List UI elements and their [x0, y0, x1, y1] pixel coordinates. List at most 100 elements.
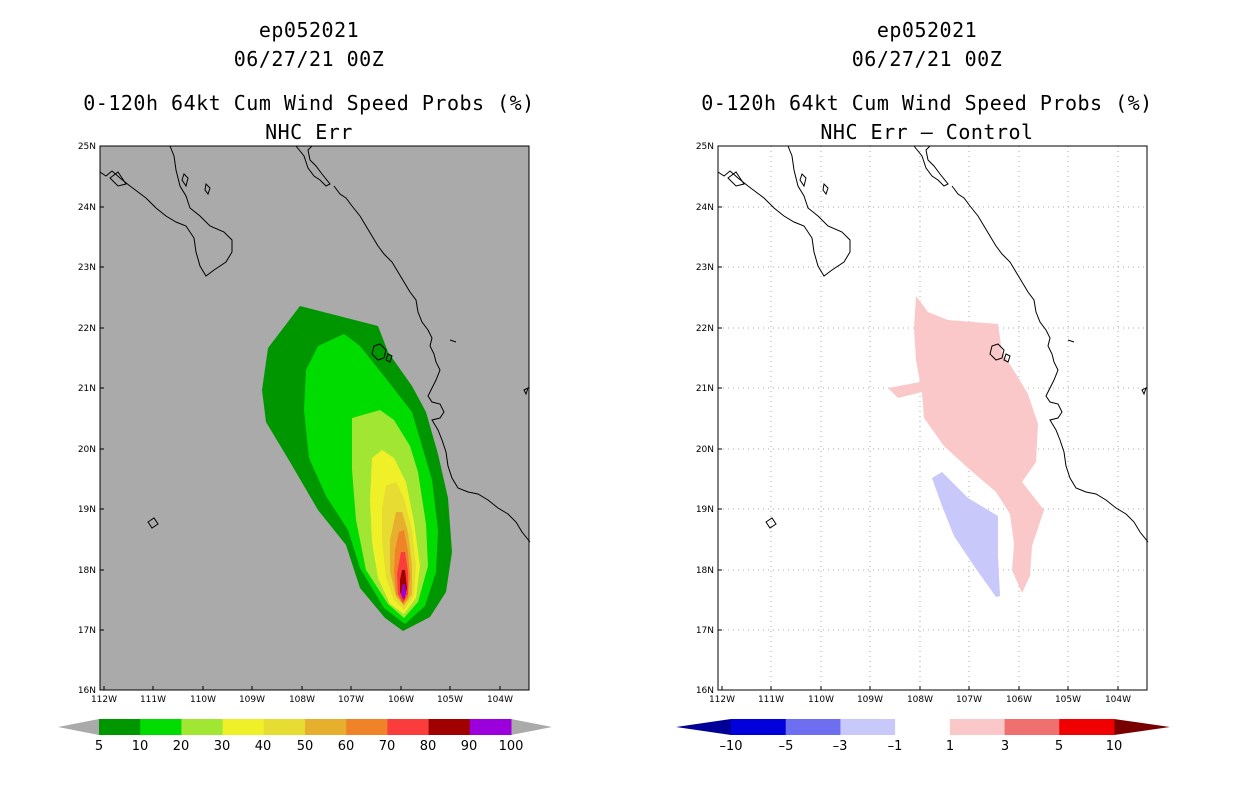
map-frame: [99, 145, 530, 691]
lat-label: 25N: [78, 142, 96, 152]
left-panel: ep052021 06/27/21 00Z 0-120h 64kt Cum Wi…: [58, 18, 552, 754]
colorbar-label: 60: [338, 739, 355, 754]
colorbar-swatch: [140, 719, 182, 735]
colorbar-high-arrow: [511, 719, 552, 735]
lat-label: 16N: [696, 686, 714, 696]
colorbar-low-arrow: [58, 719, 99, 735]
panel-subtitle: NHC Err – Control: [820, 120, 1034, 144]
lat-ticks: [718, 145, 722, 631]
lon-label: 104W: [1105, 695, 1131, 705]
colorbar-swatch: [305, 719, 347, 735]
lon-ticks: [721, 686, 1119, 690]
colorbar-right: –10 –5 –3 –1 1 3 5 10: [676, 719, 1170, 754]
colorbar-label: 1: [946, 739, 954, 754]
colorbar-label: 10: [1106, 739, 1123, 754]
storm-id-title: ep052021: [876, 18, 978, 42]
lat-label: 18N: [696, 566, 714, 576]
colorbar-label: 80: [420, 739, 437, 754]
positive-diff-region: [888, 296, 1044, 593]
lat-label: 20N: [78, 445, 96, 455]
lat-lon-grid: [718, 146, 1147, 690]
colorbar-swatches: [731, 719, 1115, 735]
lon-label: 111W: [140, 695, 166, 705]
colorbar-swatch: [99, 719, 141, 735]
lon-label: 109W: [857, 695, 883, 705]
lat-label: 17N: [78, 626, 96, 636]
lat-label: 21N: [696, 384, 714, 394]
datetime-title: 06/27/21 00Z: [233, 47, 385, 71]
colorbar-label: 3: [1001, 739, 1009, 754]
lon-label: 108W: [907, 695, 933, 705]
colorbar-swatch: [1004, 719, 1060, 735]
lon-labels: 112W 111W 110W 109W 108W 107W 106W 105W …: [709, 695, 1131, 705]
lat-label: 25N: [696, 142, 714, 152]
colorbar-swatch: [949, 719, 1006, 735]
storm-id-title: ep052021: [258, 18, 360, 42]
colorbar-label: 50: [297, 739, 314, 754]
lon-label: 106W: [1006, 695, 1032, 705]
colorbar-high-arrow: [1114, 719, 1170, 735]
lat-labels: 25N 24N 23N 22N 21N 20N 19N 18N 17N 16N: [78, 142, 96, 696]
lon-label: 109W: [239, 695, 265, 705]
colorbar-swatch: [263, 719, 306, 735]
colorbar-swatch: [840, 719, 896, 735]
lat-label: 21N: [78, 384, 96, 394]
lat-label: 24N: [78, 203, 96, 213]
lat-label: 22N: [696, 324, 714, 334]
lon-ticks: [103, 686, 501, 690]
lon-label: 110W: [190, 695, 216, 705]
colorbar-label: 100: [499, 739, 524, 754]
lat-labels: 25N 24N 23N 22N 21N 20N 19N 18N 17N 16N: [696, 142, 714, 696]
colorbar-label: 10: [132, 739, 149, 754]
lat-label: 17N: [696, 626, 714, 636]
colorbar-swatch: [222, 719, 265, 735]
lat-label: 18N: [78, 566, 96, 576]
colorbar-swatch: [895, 719, 951, 735]
colorbar-swatches: [99, 719, 512, 735]
colorbar-swatch: [469, 719, 512, 735]
colorbar-swatch: [181, 719, 224, 735]
lon-label: 106W: [388, 695, 414, 705]
prob-contour-90: [401, 584, 406, 599]
colorbar-swatch: [346, 719, 388, 735]
negative-diff-region: [932, 472, 1000, 597]
colorbar-swatch: [387, 719, 430, 735]
lon-labels: 112W 111W 110W 109W 108W 107W 106W 105W …: [91, 695, 513, 705]
colorbar-label: –5: [779, 739, 794, 754]
colorbar-label: 90: [461, 739, 478, 754]
colorbar-label: 20: [173, 739, 190, 754]
right-map: 25N 24N 23N 22N 21N 20N 19N 18N 17N 16N …: [676, 142, 1170, 754]
product-title: 0-120h 64kt Cum Wind Speed Probs (%): [701, 91, 1153, 115]
left-map: 25N 24N 23N 22N 21N 20N 19N 18N 17N 16N …: [58, 142, 552, 754]
colorbar-label: 5: [95, 739, 103, 754]
colorbar-low-arrow: [676, 719, 731, 735]
colorbar-label: 70: [379, 739, 396, 754]
lon-label: 108W: [289, 695, 315, 705]
colorbar-swatch: [1059, 719, 1115, 735]
map-frame: [717, 145, 1148, 691]
lon-label: 110W: [808, 695, 834, 705]
lat-label: 23N: [78, 263, 96, 273]
lat-label: 22N: [78, 324, 96, 334]
coastline: [99, 145, 531, 543]
colorbar-swatch: [785, 719, 841, 735]
lon-label: 107W: [956, 695, 982, 705]
lat-label: 20N: [696, 445, 714, 455]
lon-label: 105W: [1055, 695, 1081, 705]
lon-label: 112W: [709, 695, 735, 705]
colorbar-label: 40: [255, 739, 272, 754]
lat-label: 24N: [696, 203, 714, 213]
product-title: 0-120h 64kt Cum Wind Speed Probs (%): [83, 91, 535, 115]
panel-subtitle: NHC Err: [265, 120, 353, 144]
lat-ticks: [100, 145, 104, 631]
lat-label: 19N: [78, 505, 96, 515]
colorbar-label: 30: [214, 739, 231, 754]
right-panel: ep052021 06/27/21 00Z 0-120h 64kt Cum Wi…: [618, 0, 1236, 800]
colorbar-swatch: [731, 719, 787, 735]
datetime-title: 06/27/21 00Z: [851, 47, 1003, 71]
lon-label: 104W: [487, 695, 513, 705]
colorbar-label: 5: [1055, 739, 1063, 754]
lon-label: 107W: [338, 695, 364, 705]
colorbar-label: –1: [888, 739, 903, 754]
lat-label: 16N: [78, 686, 96, 696]
